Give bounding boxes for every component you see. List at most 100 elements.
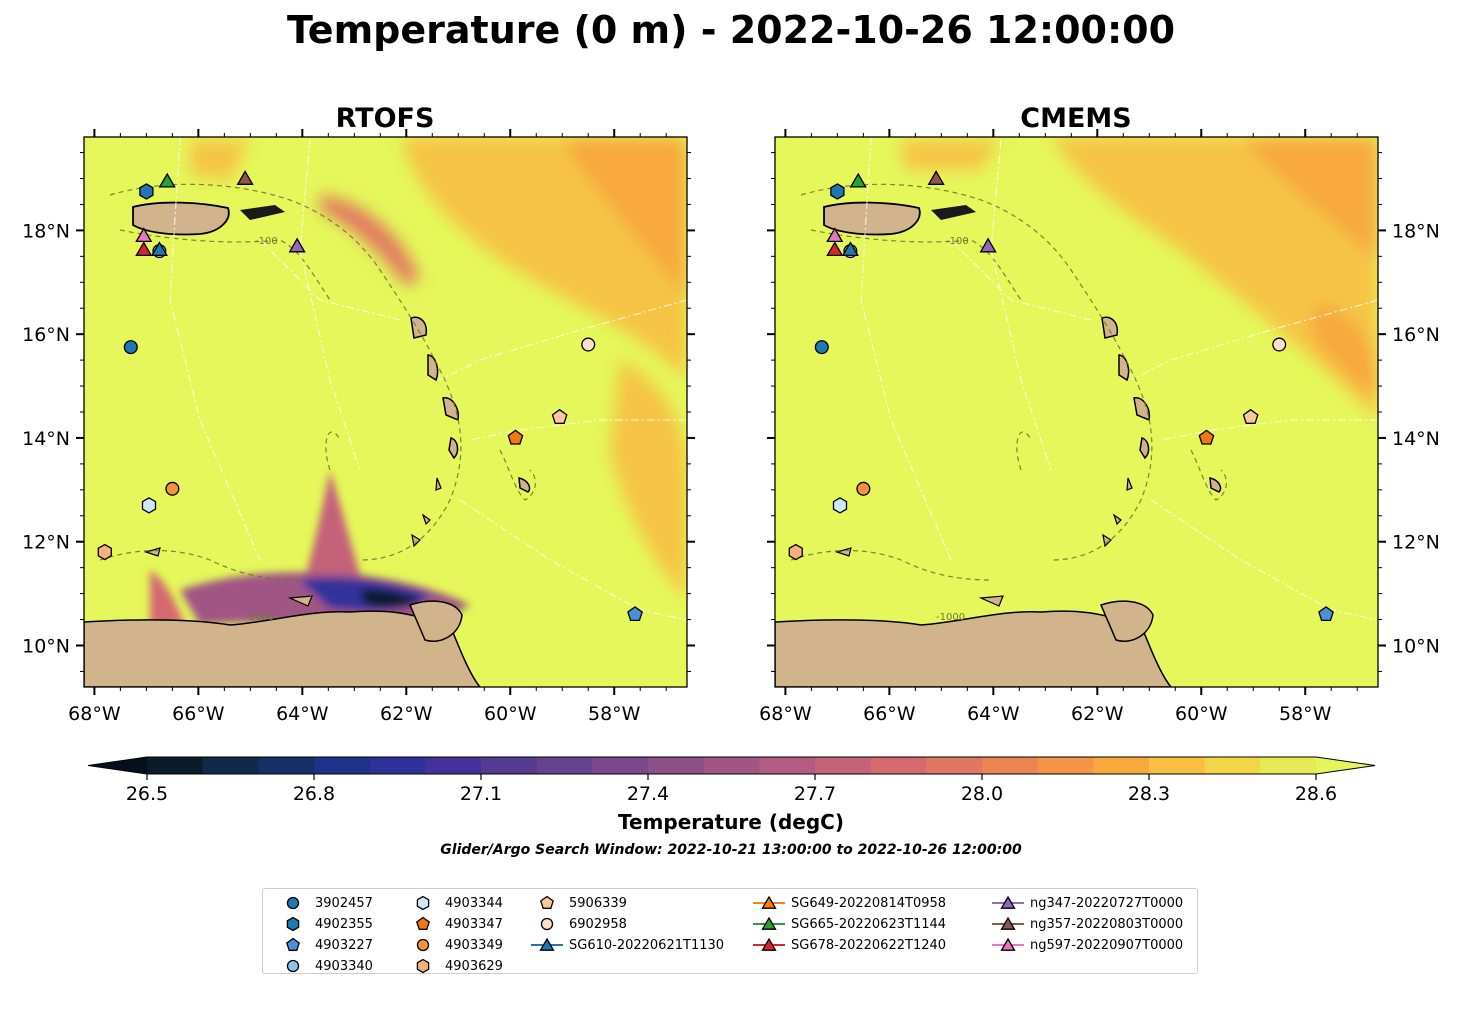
colorbar-segment	[1260, 757, 1317, 774]
legend: 3902457 4902355 4903227 4903340 4903344 49033…	[262, 888, 1198, 974]
marker-4903227	[627, 606, 643, 622]
legend-item: 4903227	[273, 935, 373, 955]
x-tick-label: 58°W	[1279, 703, 1332, 725]
marker-4902355	[830, 183, 845, 200]
marker-ng597-20220907T0000	[1000, 937, 1016, 951]
legend-symbol	[416, 895, 430, 911]
marker-4903349	[856, 481, 871, 496]
observation-markers	[97, 170, 643, 622]
rtofs-panel: RTOFS	[22, 103, 695, 725]
south-america-land	[84, 610, 481, 687]
colorbar-segment	[369, 757, 426, 774]
marker-SG610-20220621T1130	[150, 241, 168, 257]
colorbar-tick-label: 27.1	[460, 783, 502, 805]
colorbar-segments	[87, 756, 1376, 775]
bathymetry-contours	[99, 183, 537, 581]
marker-SG678-20220622T1240	[135, 241, 153, 257]
marker-3902457	[123, 340, 138, 355]
colorbar-segment	[592, 757, 649, 774]
colorbar-tick-label: 26.8	[293, 783, 335, 805]
legend-item: 6902958	[527, 914, 627, 934]
puerto-rico-land	[132, 201, 230, 236]
trinidad-land	[1099, 600, 1154, 642]
marker-ng357-20220803T0000	[236, 170, 254, 185]
rtofs-panel-title: RTOFS	[336, 103, 435, 134]
marker-ng357-20220803T0000	[927, 170, 945, 185]
marker-SG665-20220623T1144	[761, 916, 777, 930]
legend-item: 4902355	[273, 914, 373, 934]
marker-4903344	[416, 895, 430, 911]
legend-item: 5906339	[527, 893, 627, 913]
marker-SG610-20220621T1130	[841, 241, 859, 257]
marker-4903227	[286, 937, 300, 951]
legend-symbol	[286, 959, 300, 973]
trinidad-land	[408, 600, 463, 642]
marker-3902457	[286, 896, 300, 910]
legend-symbol	[531, 937, 563, 951]
colorbar-label: Temperature (degC)	[618, 810, 844, 834]
eez-boundaries	[860, 137, 1378, 621]
legend-label: 5906339	[569, 895, 627, 911]
colorbar-segment	[1149, 757, 1206, 774]
eez-boundaries	[169, 137, 687, 621]
barbados-land	[518, 477, 531, 493]
legend-label: 4903629	[445, 958, 503, 974]
marker-5906339	[540, 895, 554, 909]
marker-ng347-20220727T0000	[288, 237, 306, 253]
legend-symbol	[753, 895, 785, 909]
observation-markers	[788, 170, 1334, 622]
colorbar-segment	[982, 757, 1039, 774]
legend-label: SG678-20220622T1240	[791, 937, 947, 953]
legend-label: 4903347	[445, 916, 503, 932]
legend-label: ng597-20220907T0000	[1030, 937, 1184, 953]
colorbar-segment	[703, 757, 760, 774]
virgin-islands-land	[931, 205, 976, 220]
marker-4903349	[165, 481, 180, 496]
marker-4903629	[416, 958, 430, 974]
colorbar-segment	[648, 757, 705, 774]
colorbar-tick-label: 26.5	[126, 783, 168, 805]
marker-4903347	[416, 916, 430, 930]
legend-label: 6902958	[569, 916, 627, 932]
y-tick-label: 10°N	[22, 635, 70, 657]
legend-symbol	[416, 916, 430, 930]
legend-item: SG649-20220814T0958	[749, 893, 946, 913]
legend-label: SG665-20220623T1144	[791, 916, 947, 932]
cmems-panel-title: CMEMS	[1020, 103, 1131, 134]
legend-symbol	[992, 916, 1024, 930]
colorbar-segment	[759, 757, 816, 774]
y-tick-label: 14°N	[1392, 428, 1440, 450]
marker-4903340	[286, 959, 300, 973]
marker-6902958	[540, 917, 554, 931]
legend-symbol	[416, 938, 430, 952]
y-tick-label: 12°N	[1392, 532, 1440, 554]
legend-symbol	[753, 916, 785, 930]
marker-4903344	[832, 497, 848, 514]
legend-label: 4903340	[315, 958, 373, 974]
warm-patches	[900, 137, 1378, 420]
colorbar-segment	[481, 757, 538, 774]
marker-ng347-20220727T0000	[1000, 895, 1016, 909]
st-lucia-land	[448, 437, 459, 460]
x-tick-label: 68°W	[759, 703, 812, 725]
virgin-islands-land	[240, 205, 285, 220]
marker-SG665-20220623T1144	[849, 172, 867, 188]
legend-symbol	[286, 896, 300, 910]
legend-symbol	[992, 895, 1024, 909]
barbados-land	[1209, 477, 1222, 493]
colorbar-segment	[1204, 757, 1261, 774]
legend-symbol	[286, 937, 300, 951]
marker-6902958	[581, 337, 596, 352]
marker-ng357-20220803T0000	[1000, 916, 1016, 930]
x-tick-label: 62°W	[1071, 703, 1124, 725]
marker-3902457	[814, 340, 829, 355]
marker-4903349	[416, 938, 430, 952]
legend-label: ng357-20220803T0000	[1030, 916, 1184, 932]
colorbar: 26.5 26.8 27.1 27.4 27.7 28.0 28.3 28.6 Tempera…	[87, 756, 1376, 834]
search-window-caption: Glider/Argo Search Window: 2022-10-21 13…	[440, 842, 1022, 858]
colorbar-segment	[202, 757, 259, 774]
colorbar-min-extension	[88, 757, 147, 774]
x-tick-label: 64°W	[967, 703, 1020, 725]
legend-symbol	[992, 937, 1024, 951]
